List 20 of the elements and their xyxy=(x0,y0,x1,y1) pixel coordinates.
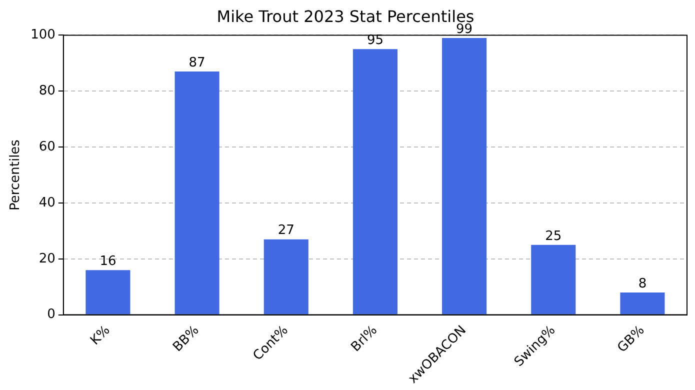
y-tick-label: 80 xyxy=(38,83,56,98)
bar xyxy=(531,244,576,314)
y-tick-label: 100 xyxy=(30,28,56,43)
data-label: 87 xyxy=(188,55,206,70)
bar xyxy=(620,292,665,314)
x-tick-label: K% xyxy=(88,322,114,348)
y-axis-title: Percentiles xyxy=(8,139,24,210)
bar xyxy=(352,49,398,314)
y-tick-label: 0 xyxy=(47,307,56,322)
y-tick-label: 60 xyxy=(38,139,56,154)
y-tick-label: 20 xyxy=(38,251,56,266)
bar xyxy=(174,72,220,314)
data-label: 16 xyxy=(100,254,116,269)
data-label: 25 xyxy=(545,228,562,244)
bar xyxy=(86,270,130,314)
y-tick-label: 40 xyxy=(38,195,56,210)
bar xyxy=(264,239,308,314)
data-label: 27 xyxy=(278,223,294,238)
data-label: 8 xyxy=(638,276,647,292)
bar xyxy=(442,38,487,314)
